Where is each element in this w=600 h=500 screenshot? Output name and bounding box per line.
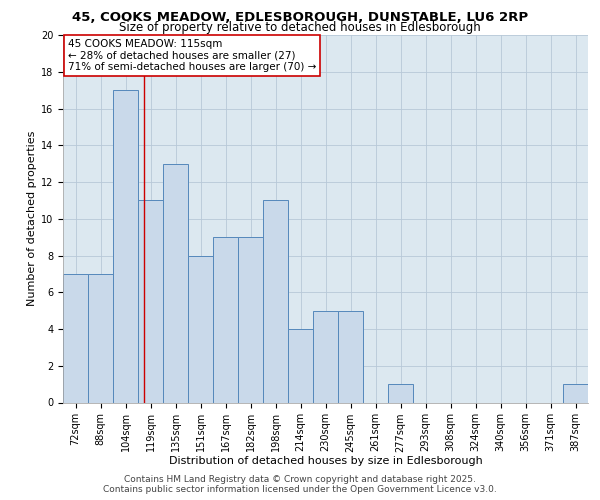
Text: 45, COOKS MEADOW, EDLESBOROUGH, DUNSTABLE, LU6 2RP: 45, COOKS MEADOW, EDLESBOROUGH, DUNSTABL…: [72, 11, 528, 24]
Text: Contains HM Land Registry data © Crown copyright and database right 2025.
Contai: Contains HM Land Registry data © Crown c…: [103, 474, 497, 494]
Bar: [188, 256, 213, 402]
Bar: [563, 384, 588, 402]
Bar: [238, 237, 263, 402]
Bar: [313, 310, 338, 402]
Text: 45 COOKS MEADOW: 115sqm
← 28% of detached houses are smaller (27)
71% of semi-de: 45 COOKS MEADOW: 115sqm ← 28% of detache…: [68, 38, 316, 72]
Bar: [113, 90, 138, 402]
Text: Size of property relative to detached houses in Edlesborough: Size of property relative to detached ho…: [119, 22, 481, 35]
Y-axis label: Number of detached properties: Number of detached properties: [27, 131, 37, 306]
Bar: [213, 237, 238, 402]
Bar: [388, 384, 413, 402]
Bar: [63, 274, 88, 402]
Bar: [138, 200, 163, 402]
Bar: [338, 310, 363, 402]
Bar: [163, 164, 188, 402]
X-axis label: Distribution of detached houses by size in Edlesborough: Distribution of detached houses by size …: [169, 456, 482, 466]
Bar: [88, 274, 113, 402]
Bar: [263, 200, 288, 402]
Bar: [288, 329, 313, 402]
